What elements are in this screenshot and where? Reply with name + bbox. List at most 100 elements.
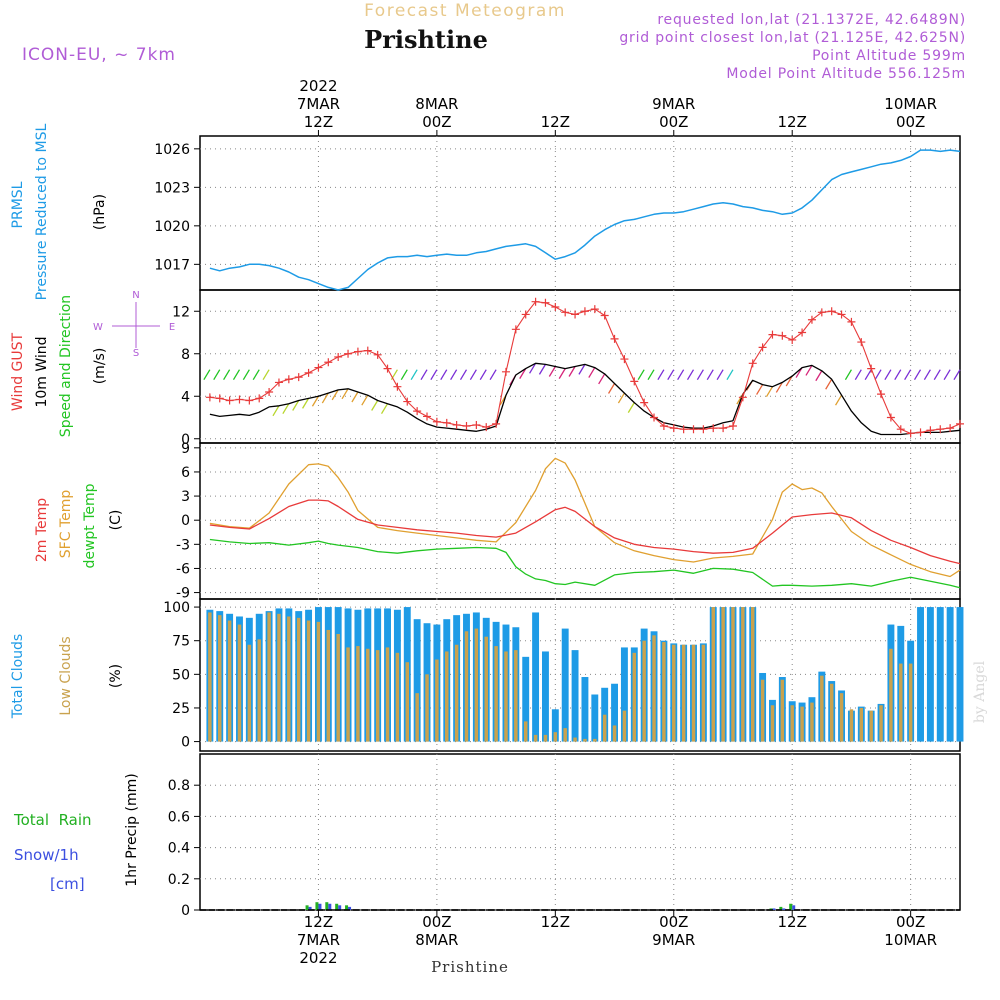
bar-low-clouds bbox=[227, 620, 232, 742]
wind-barb bbox=[529, 362, 537, 374]
bottom-time-label: 00Z bbox=[659, 913, 688, 931]
bar-low-clouds bbox=[751, 607, 755, 742]
gust-marker bbox=[215, 394, 224, 403]
compass-w: W bbox=[93, 322, 103, 333]
bar-rain bbox=[779, 906, 783, 910]
wind-barb bbox=[232, 369, 241, 381]
wind-barb bbox=[400, 369, 408, 381]
header-grid: grid point closest lon,lat (21.125E, 42.… bbox=[619, 30, 966, 46]
wind-barb bbox=[430, 369, 438, 381]
bar-low-clouds bbox=[277, 613, 281, 742]
wind-barb bbox=[469, 369, 477, 381]
y-tick-label: 25 bbox=[172, 701, 190, 717]
top-time-label: 12Z bbox=[304, 113, 333, 131]
wind-barb bbox=[282, 403, 290, 415]
series-sfc-temp bbox=[209, 457, 961, 578]
wind-barb bbox=[410, 369, 418, 381]
y-tick-label: 8 bbox=[181, 347, 190, 363]
wind-barb bbox=[667, 369, 675, 381]
bottom-time-label: 00Z bbox=[422, 913, 451, 931]
wind-barb bbox=[815, 370, 823, 382]
label-2m-temp: 2m Temp bbox=[34, 498, 50, 562]
bar-total-clouds bbox=[532, 612, 540, 742]
bar-low-clouds bbox=[356, 646, 360, 742]
bar-low-clouds bbox=[395, 652, 400, 742]
wind-barb bbox=[943, 369, 951, 381]
bar-low-clouds bbox=[760, 679, 765, 742]
gust-marker bbox=[877, 390, 886, 399]
top-time-label: 8MAR bbox=[415, 95, 458, 113]
bar-low-clouds bbox=[731, 607, 735, 742]
bar-total-clouds bbox=[591, 694, 599, 742]
bar-low-clouds bbox=[593, 738, 597, 742]
wind-barb bbox=[361, 394, 369, 406]
compass-s: S bbox=[133, 348, 139, 359]
label-10m-wind: 10m Wind bbox=[34, 336, 50, 407]
top-time-label: 2022 bbox=[299, 77, 337, 95]
wind-barb bbox=[913, 369, 922, 381]
gust-marker bbox=[255, 394, 264, 403]
bar-low-clouds bbox=[741, 607, 745, 742]
gust-marker bbox=[452, 420, 461, 429]
bottom-time-label: 10MAR bbox=[884, 931, 937, 949]
y-tick-label: 0.4 bbox=[168, 841, 190, 857]
bar-total-clouds bbox=[522, 656, 530, 742]
bar-snow bbox=[308, 906, 312, 910]
gust-marker bbox=[817, 308, 826, 317]
bar-low-clouds bbox=[662, 642, 666, 742]
bar-low-clouds bbox=[612, 725, 617, 742]
series-10m-wind bbox=[209, 362, 961, 436]
y-tick-label: 0 bbox=[181, 735, 190, 751]
gust-marker bbox=[482, 423, 491, 432]
gust-marker bbox=[847, 317, 856, 326]
wind-barb bbox=[578, 364, 586, 375]
wind-barb bbox=[272, 405, 280, 417]
wind-barb bbox=[302, 398, 310, 409]
bar-total-clouds bbox=[620, 647, 628, 742]
wind-barb bbox=[953, 369, 961, 381]
y-tick-labels: 101710201023102604812-9-6-30369025507510… bbox=[154, 142, 200, 919]
bar-low-clouds bbox=[523, 721, 528, 742]
bar-low-clouds bbox=[454, 644, 459, 742]
wind-barb bbox=[933, 369, 941, 381]
wind-barb bbox=[884, 369, 892, 381]
gust-marker bbox=[403, 397, 412, 406]
wind-barb bbox=[904, 369, 912, 381]
bar-low-clouds bbox=[435, 659, 439, 742]
wind-barb bbox=[765, 386, 774, 398]
header-point-alt: Point Altitude 599m bbox=[812, 48, 966, 64]
bar-rain bbox=[769, 908, 773, 910]
gust-marker bbox=[886, 413, 895, 422]
gust-marker bbox=[324, 358, 333, 367]
gust-marker bbox=[728, 422, 737, 430]
wind-barb bbox=[252, 369, 260, 381]
gust-marker bbox=[245, 396, 254, 405]
bar-rain bbox=[325, 902, 329, 910]
gust-marker bbox=[650, 413, 659, 422]
bar-low-clouds bbox=[800, 706, 804, 742]
wind-barb bbox=[775, 382, 783, 393]
wind-barb bbox=[607, 383, 616, 394]
wind-barb bbox=[479, 369, 487, 381]
bottom-time-label: 7MAR bbox=[297, 931, 340, 949]
bar-low-clouds bbox=[849, 709, 854, 742]
bar-low-clouds bbox=[652, 635, 656, 742]
gust-marker bbox=[689, 425, 698, 434]
precip-panel-frame bbox=[199, 753, 961, 911]
bar-low-clouds bbox=[681, 644, 686, 742]
wind-barb bbox=[558, 368, 566, 379]
bar-low-clouds bbox=[859, 707, 864, 742]
bar-total-clouds bbox=[561, 628, 569, 742]
bar-total-clouds bbox=[946, 607, 954, 742]
bar-rain bbox=[789, 903, 793, 910]
wind-barb bbox=[756, 384, 764, 395]
wind-barb bbox=[420, 369, 428, 381]
gust-marker bbox=[699, 425, 708, 434]
label-prmsl: PRMSL bbox=[10, 181, 26, 228]
bar-low-clouds bbox=[415, 693, 419, 742]
wind-barb bbox=[242, 369, 250, 381]
header-title: Forecast Meteogram bbox=[364, 1, 566, 21]
bar-snow bbox=[782, 908, 786, 910]
gust-marker bbox=[501, 367, 510, 376]
